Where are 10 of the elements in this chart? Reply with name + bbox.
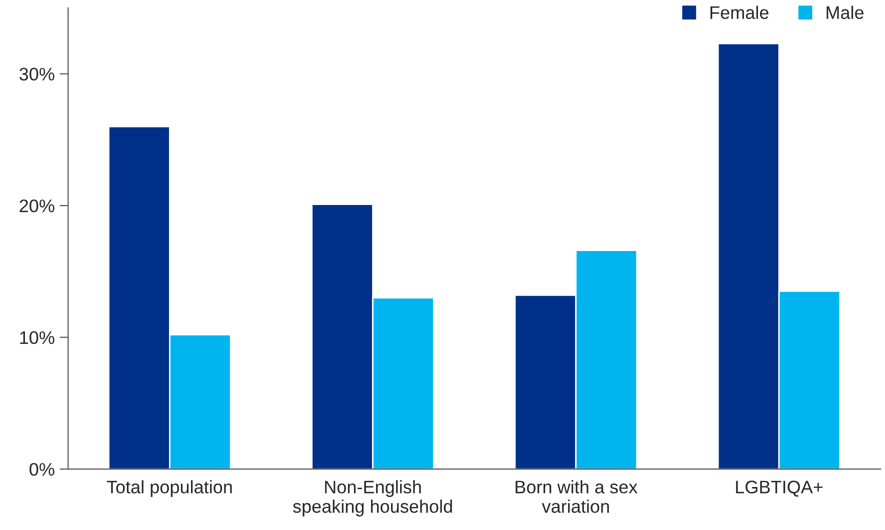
- legend-label: Male: [826, 6, 864, 20]
- legend-label: Female: [710, 6, 768, 20]
- y-tick-label: 30%: [20, 68, 54, 81]
- x-tick-label: Total population: [106, 480, 232, 497]
- x-tick-label: Born with a sex variation: [516, 480, 638, 513]
- x-tick-label: LGBTIQA+: [736, 480, 823, 497]
- x-tick-label: Non-English speaking household: [293, 480, 452, 516]
- y-tick-label: 20%: [20, 200, 54, 212]
- y-tick-label: 10%: [20, 331, 54, 344]
- y-tick-label: 0%: [30, 462, 54, 476]
